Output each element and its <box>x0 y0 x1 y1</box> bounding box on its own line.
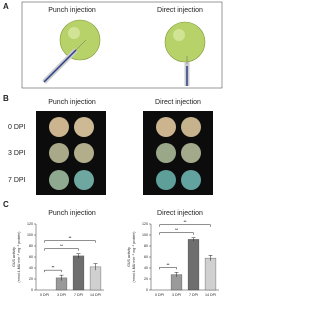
photo-direct <box>143 111 213 195</box>
y-tick-label: 60 <box>29 255 33 259</box>
x-tick-label: 14 DPI <box>205 293 216 297</box>
significance-label: ** <box>52 266 55 270</box>
x-tick-label: 0 DPI <box>40 293 49 297</box>
significance-label: ** <box>60 244 63 248</box>
y-axis-label: GUS activity <box>127 247 131 267</box>
significance-bracket <box>159 267 177 270</box>
y-axis-label: GUS activity <box>12 247 16 267</box>
panel-label: A <box>3 2 9 11</box>
significance-bracket <box>44 248 79 251</box>
x-tick-label: 14 DPI <box>90 293 101 297</box>
figure: A Punch injection Direct injection B Pun… <box>3 1 223 297</box>
panel-title: Direct injection <box>155 99 201 106</box>
chart-title: Punch injection <box>48 210 96 217</box>
significance-bracket <box>159 224 211 227</box>
panel-title: Direct injection <box>157 7 203 14</box>
x-tick-label: 3 DPI <box>172 293 181 297</box>
grape-direct <box>164 21 206 86</box>
bar <box>187 239 200 291</box>
y-tick-label: 0 <box>31 288 33 292</box>
panel-label: C <box>3 200 9 209</box>
row-label: 0 DPI <box>8 124 26 131</box>
photo-punch <box>36 111 106 195</box>
significance-label: ** <box>167 263 170 267</box>
y-tick-label: 80 <box>29 244 33 248</box>
y-tick-label: 60 <box>144 255 148 259</box>
significance-label: ** <box>184 220 187 224</box>
significance-bracket <box>159 232 194 235</box>
chart-title: Direct injection <box>157 210 203 217</box>
y-tick-label: 0 <box>146 288 148 292</box>
y-tick-label: 100 <box>142 233 148 237</box>
y-tick-label: 40 <box>29 266 33 270</box>
x-tick-label: 3 DPI <box>57 293 66 297</box>
panel-title: Punch injection <box>48 7 96 14</box>
y-tick-label: 120 <box>27 222 33 226</box>
significance-bracket <box>44 269 62 273</box>
grape-punch <box>42 19 101 84</box>
bar <box>89 266 102 291</box>
y-tick-label: 80 <box>144 244 148 248</box>
y-tick-label: 40 <box>144 266 148 270</box>
significance-bracket <box>44 240 96 243</box>
y-tick-label: 120 <box>142 222 148 226</box>
y-tick-label: 100 <box>27 233 33 237</box>
y-tick-label: 20 <box>29 277 33 281</box>
significance-label: ** <box>69 236 72 240</box>
grapes-photo <box>49 117 201 190</box>
significance-label: ** <box>175 228 178 232</box>
x-tick-label: 0 DPI <box>155 293 164 297</box>
bar <box>72 255 85 291</box>
x-tick-label: 7 DPI <box>74 293 83 297</box>
y-tick-label: 20 <box>144 277 148 281</box>
bar <box>170 274 183 291</box>
panel-label: B <box>3 94 9 103</box>
x-tick-label: 7 DPI <box>189 293 198 297</box>
y-axis-label: (nmol 4-MU min⁻¹ mg⁻¹ protein) <box>17 232 21 283</box>
row-label: 7 DPI <box>8 177 26 184</box>
panel-title: Punch injection <box>48 99 96 106</box>
bar <box>204 257 217 291</box>
y-axis-label: (nmol 4-MU min⁻¹ mg⁻¹ protein) <box>132 232 136 283</box>
row-label: 3 DPI <box>8 150 26 157</box>
